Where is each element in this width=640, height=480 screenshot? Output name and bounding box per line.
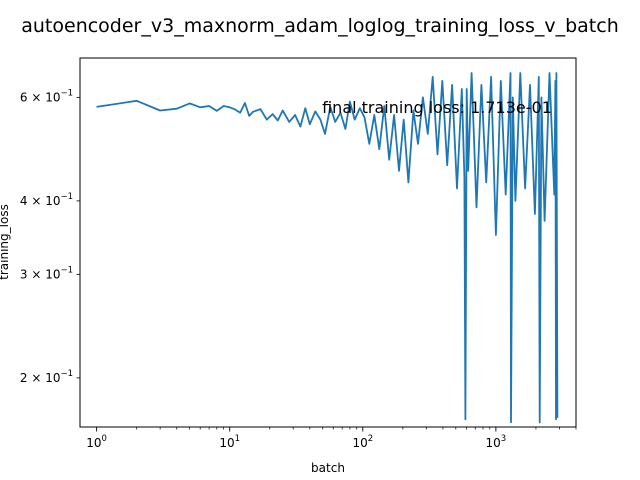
y-axis-label: training_loss (0, 204, 11, 280)
x-tick-label: 103 (486, 434, 507, 450)
training-loss-line (96, 72, 559, 424)
x-tick-label: 100 (86, 434, 107, 450)
x-tick-label: 101 (219, 434, 240, 450)
y-tick-label: 6 × 10−1 (20, 88, 73, 104)
x-axis-ticks: 100 101 102 103 (86, 427, 577, 450)
y-tick-label: 4 × 10−1 (20, 192, 73, 208)
y-tick-label: 3 × 10−1 (20, 265, 73, 281)
y-tick-label: 2 × 10−1 (20, 369, 73, 385)
x-axis-label: batch (311, 461, 345, 475)
y-axis-ticks: 6 × 10−1 4 × 10−1 3 × 10−1 2 × 10−1 (20, 88, 80, 385)
x-tick-label: 102 (352, 434, 373, 450)
final-loss-annotation: final training loss: 1.713e-01 (322, 98, 552, 117)
chart-title: autoencoder_v3_maxnorm_adam_loglog_train… (21, 15, 618, 37)
